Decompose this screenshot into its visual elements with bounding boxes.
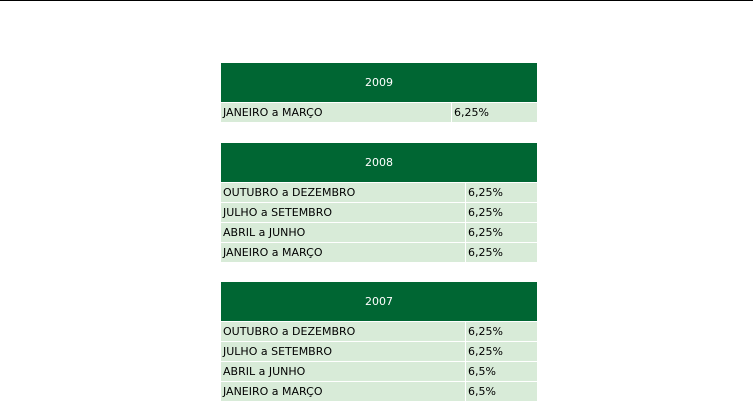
year-header: 2009 — [221, 63, 537, 102]
rate-cell: 6,25% — [466, 183, 537, 202]
table-row: OUTUBRO a DEZEMBRO 6,25% — [221, 322, 537, 341]
rate-cell: 6,25% — [466, 203, 537, 222]
period-cell: JULHO a SETEMBRO — [221, 203, 465, 222]
period-cell: JANEIRO a MARÇO — [221, 103, 451, 122]
table-row: JANEIRO a MARÇO 6,5% — [221, 382, 537, 401]
period-cell: JULHO a SETEMBRO — [221, 342, 465, 361]
table-row: JANEIRO a MARÇO 6,25% — [221, 103, 537, 122]
table-row: ABRIL a JUNHO 6,5% — [221, 362, 537, 381]
rate-cell: 6,5% — [466, 382, 537, 401]
top-divider — [0, 0, 753, 1]
rate-cell: 6,25% — [466, 322, 537, 341]
year-header: 2007 — [221, 282, 537, 321]
table-row: JULHO a SETEMBRO 6,25% — [221, 342, 537, 361]
table-row: JULHO a SETEMBRO 6,25% — [221, 203, 537, 222]
rate-table-2009: 2009 JANEIRO a MARÇO 6,25% — [221, 63, 537, 122]
rate-table-2007: 2007 OUTUBRO a DEZEMBRO 6,25% JULHO a SE… — [221, 282, 537, 401]
rate-cell: 6,25% — [466, 342, 537, 361]
year-header: 2008 — [221, 143, 537, 182]
period-cell: OUTUBRO a DEZEMBRO — [221, 183, 465, 202]
period-cell: ABRIL a JUNHO — [221, 223, 465, 242]
period-cell: OUTUBRO a DEZEMBRO — [221, 322, 465, 341]
period-cell: ABRIL a JUNHO — [221, 362, 465, 381]
rate-cell: 6,25% — [452, 103, 537, 122]
table-row: OUTUBRO a DEZEMBRO 6,25% — [221, 183, 537, 202]
rate-table-2008: 2008 OUTUBRO a DEZEMBRO 6,25% JULHO a SE… — [221, 143, 537, 262]
period-cell: JANEIRO a MARÇO — [221, 382, 465, 401]
table-row: ABRIL a JUNHO 6,25% — [221, 223, 537, 242]
rate-cell: 6,5% — [466, 362, 537, 381]
rate-cell: 6,25% — [466, 243, 537, 262]
rate-cell: 6,25% — [466, 223, 537, 242]
period-cell: JANEIRO a MARÇO — [221, 243, 465, 262]
table-row: JANEIRO a MARÇO 6,25% — [221, 243, 537, 262]
